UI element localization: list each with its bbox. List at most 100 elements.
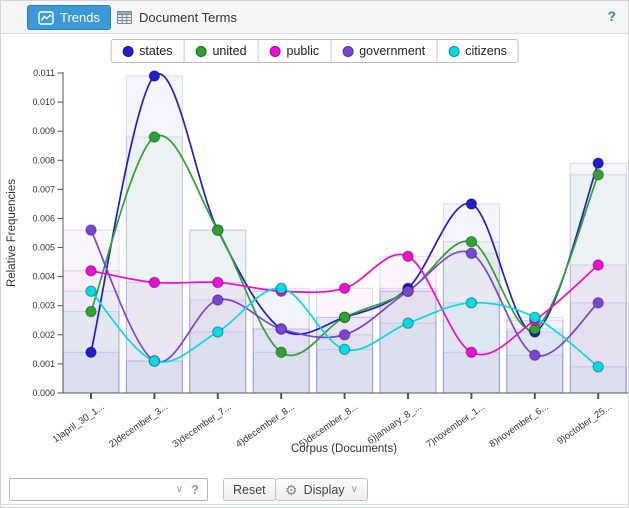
tab-trends-label: Trends <box>60 10 100 25</box>
x-tick-label[interactable]: 4)december_8... <box>234 401 297 450</box>
gear-icon: ⚙ <box>285 481 298 498</box>
y-tick-label: 0.011 <box>33 68 55 78</box>
top-toolbar: Trends Document Terms ? <box>1 1 628 34</box>
data-point-public[interactable] <box>148 276 161 289</box>
x-tick-label[interactable]: 1)april_30_1... <box>51 401 107 445</box>
freq-bar-government <box>379 290 437 394</box>
y-tick-label: 0.004 <box>32 272 55 282</box>
freq-bar-citizens <box>379 322 437 394</box>
legend-item-public[interactable]: public <box>257 40 331 62</box>
freq-bar-government <box>569 302 627 394</box>
y-axis-title: Relative Frequencies <box>6 179 18 287</box>
data-point-united[interactable] <box>148 131 161 143</box>
data-point-united[interactable] <box>465 236 478 248</box>
series-line-public[interactable] <box>90 253 599 356</box>
x-tick-label[interactable]: 8)november_6... <box>488 401 551 450</box>
table-icon <box>117 11 132 24</box>
data-point-united[interactable] <box>338 311 351 324</box>
data-point-states[interactable] <box>85 346 97 358</box>
data-point-citizens[interactable] <box>148 355 161 367</box>
data-point-citizens[interactable] <box>592 361 604 373</box>
data-point-public[interactable] <box>338 282 351 294</box>
x-tick-label[interactable]: 9)october_25... <box>555 401 614 447</box>
tab-document-terms[interactable]: Document Terms <box>113 5 241 30</box>
legend-dot-united <box>195 45 207 57</box>
data-point-states[interactable] <box>592 157 604 169</box>
y-tick-label: 0.009 <box>32 126 55 136</box>
data-point-government[interactable] <box>592 297 604 309</box>
display-button-label: Display <box>303 482 345 497</box>
legend-label: united <box>212 44 247 58</box>
freq-bar-public <box>442 351 500 394</box>
chart-legend: states united public government citizens <box>110 39 519 63</box>
help-icon[interactable]: ? <box>607 8 616 24</box>
legend-label: government <box>359 44 426 58</box>
data-point-government[interactable] <box>402 285 414 297</box>
term-search-input[interactable] <box>10 479 170 500</box>
y-tick-label: 0.010 <box>32 97 55 107</box>
data-point-public[interactable] <box>402 250 414 262</box>
data-point-government[interactable] <box>465 247 478 260</box>
data-point-government[interactable] <box>85 224 97 236</box>
freq-bar-united <box>379 290 437 394</box>
x-tick-label[interactable]: 3)december_7... <box>171 401 234 450</box>
y-tick-label: 0.003 <box>32 301 55 311</box>
data-point-government[interactable] <box>275 323 287 335</box>
data-point-government[interactable] <box>338 329 351 341</box>
y-tick-label: 0.008 <box>32 155 55 165</box>
y-tick-label: 0.001 <box>32 359 55 369</box>
reset-button-label: Reset <box>233 482 266 497</box>
data-point-states[interactable] <box>465 198 478 210</box>
freq-bar-citizens <box>189 331 247 394</box>
data-point-citizens[interactable] <box>338 343 351 356</box>
search-help-icon[interactable]: ? <box>191 482 199 497</box>
bottom-toolbar: ∨ ? Reset ⚙ Display ∨ <box>1 475 628 505</box>
data-point-citizens[interactable] <box>212 326 224 338</box>
data-point-citizens[interactable] <box>85 285 97 297</box>
x-tick-label[interactable]: 7)november_1... <box>424 401 487 450</box>
x-tick-label[interactable]: 2)december_3... <box>107 401 170 450</box>
data-point-united[interactable] <box>592 169 604 181</box>
data-point-citizens[interactable] <box>529 311 541 324</box>
data-point-united[interactable] <box>212 224 224 236</box>
legend-item-government[interactable]: government <box>330 40 436 62</box>
chevron-down-icon[interactable]: ∨ <box>175 484 184 495</box>
data-point-public[interactable] <box>85 265 97 277</box>
data-point-public[interactable] <box>212 276 224 289</box>
legend-label: citizens <box>465 44 507 58</box>
data-point-citizens[interactable] <box>275 282 287 294</box>
freq-bar-united <box>252 351 310 394</box>
legend-item-states[interactable]: states <box>111 40 183 62</box>
data-point-public[interactable] <box>465 346 478 358</box>
legend-label: public <box>286 44 320 58</box>
legend-dot-government <box>342 45 354 57</box>
display-button[interactable]: ⚙ Display ∨ <box>275 478 368 501</box>
data-point-citizens[interactable] <box>402 317 414 329</box>
y-tick-label: 0.007 <box>32 184 55 194</box>
tab-trends[interactable]: Trends <box>27 5 111 30</box>
trends-line-chart[interactable]: 0.000 0.001 0.002 0.003 0.004 0.005 0.006 0.007… <box>1 1 629 474</box>
data-point-government[interactable] <box>529 349 541 361</box>
x-tick-label[interactable]: 6)january_8_... <box>365 401 423 446</box>
chevron-down-icon: ∨ <box>350 484 358 495</box>
freq-bar-states <box>506 331 564 394</box>
x-axis-title: Corpus (Documents) <box>291 443 397 455</box>
legend-item-united[interactable]: united <box>183 40 257 62</box>
legend-dot-public <box>269 45 281 57</box>
data-point-states[interactable] <box>148 70 161 82</box>
data-point-united[interactable] <box>275 346 287 358</box>
tab-document-terms-label: Document Terms <box>139 10 238 25</box>
legend-item-citizens[interactable]: citizens <box>436 40 518 62</box>
data-point-government[interactable] <box>212 294 224 306</box>
freq-bar-states <box>189 229 247 394</box>
freq-bar-citizens <box>125 360 183 394</box>
line-chart-icon <box>38 10 54 25</box>
term-search-combo[interactable]: ∨ ? <box>9 478 208 501</box>
y-tick-label: 0.000 <box>32 388 55 398</box>
reset-button[interactable]: Reset <box>223 478 276 501</box>
data-point-citizens[interactable] <box>465 297 478 309</box>
legend-label: states <box>139 44 173 58</box>
data-point-public[interactable] <box>592 259 604 271</box>
data-point-united[interactable] <box>85 305 97 318</box>
freq-bar-united <box>569 174 627 394</box>
